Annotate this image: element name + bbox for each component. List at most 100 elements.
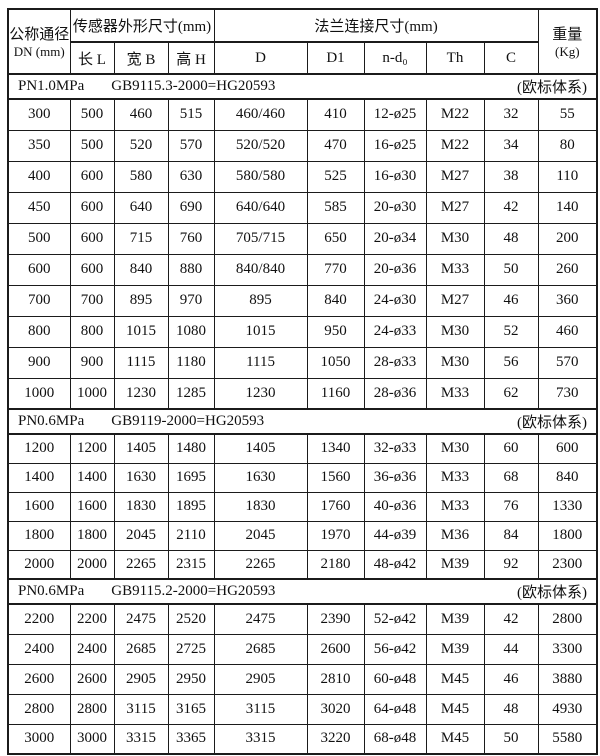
column-header-height: 高 H bbox=[167, 41, 215, 75]
table-cell: 1630 bbox=[213, 462, 308, 493]
table-cell: 1000 bbox=[7, 377, 71, 410]
table-cell: 580 bbox=[113, 160, 169, 193]
table-cell: 840 bbox=[537, 462, 598, 493]
column-header-c: C bbox=[483, 41, 539, 75]
table-cell: 600 bbox=[69, 222, 115, 255]
table-cell: 2600 bbox=[7, 663, 71, 695]
table-cell: 1630 bbox=[113, 462, 169, 493]
table-cell: 1560 bbox=[306, 462, 365, 493]
table-cell: 2800 bbox=[7, 693, 71, 725]
table-cell: 2200 bbox=[69, 603, 115, 635]
table-cell: 36-ø36 bbox=[363, 462, 427, 493]
column-header-th: Th bbox=[425, 41, 485, 75]
table-cell: 600 bbox=[69, 253, 115, 286]
table-cell: 1400 bbox=[7, 462, 71, 493]
table-cell: 525 bbox=[306, 160, 365, 193]
table-cell: 1830 bbox=[113, 491, 169, 522]
table-cell: 640 bbox=[113, 191, 169, 224]
table-cell: 450 bbox=[7, 191, 71, 224]
table-cell: 600 bbox=[69, 160, 115, 193]
table-cell: M30 bbox=[425, 222, 485, 255]
table-cell: 1760 bbox=[306, 491, 365, 522]
table-cell: 1115 bbox=[213, 346, 308, 379]
table-cell: 3020 bbox=[306, 693, 365, 725]
table-cell: 630 bbox=[167, 160, 215, 193]
table-cell: 2400 bbox=[7, 633, 71, 665]
pressure-rating-label: PN0.6MPa bbox=[18, 583, 85, 599]
table-cell: 1800 bbox=[7, 520, 71, 551]
table-cell: 2950 bbox=[167, 663, 215, 695]
standard-code-label: GB9115.3-2000=HG20593 bbox=[111, 78, 276, 94]
dn-label-cn: 公称通径 bbox=[9, 27, 70, 43]
table-cell: 80 bbox=[537, 129, 598, 162]
table-cell: 360 bbox=[537, 284, 598, 317]
table-cell: 2000 bbox=[7, 549, 71, 580]
table-cell: 1800 bbox=[69, 520, 115, 551]
table-cell: M45 bbox=[425, 693, 485, 725]
table-cell: 64-ø48 bbox=[363, 693, 427, 725]
table-row: 2600 2600 2905 2950 2905 2810 60-ø48 M45 46 3880 bbox=[7, 663, 598, 695]
table-cell: 895 bbox=[213, 284, 308, 317]
table-cell: 1695 bbox=[167, 462, 215, 493]
table-cell: 1015 bbox=[213, 315, 308, 348]
table-cell: 1340 bbox=[306, 433, 365, 464]
table-cell: 410 bbox=[306, 98, 365, 131]
table-cell: 68 bbox=[483, 462, 539, 493]
table-cell: 770 bbox=[306, 253, 365, 286]
table-cell: 3165 bbox=[167, 693, 215, 725]
table-cell: 1970 bbox=[306, 520, 365, 551]
table-cell: 1230 bbox=[113, 377, 169, 410]
table-cell: 3315 bbox=[113, 723, 169, 755]
table-cell: 28-ø33 bbox=[363, 346, 427, 379]
table-cell: 500 bbox=[7, 222, 71, 255]
table-cell: 46 bbox=[483, 284, 539, 317]
table-cell: 500 bbox=[69, 98, 115, 131]
table-cell: 40-ø36 bbox=[363, 491, 427, 522]
table-cell: 2810 bbox=[306, 663, 365, 695]
table-cell: 2400 bbox=[69, 633, 115, 665]
table-cell: 1800 bbox=[537, 520, 598, 551]
table-cell: 2200 bbox=[7, 603, 71, 635]
table-cell: 1200 bbox=[69, 433, 115, 464]
table-cell: 515 bbox=[167, 98, 215, 131]
table-cell: 1480 bbox=[167, 433, 215, 464]
table-cell: 400 bbox=[7, 160, 71, 193]
table-cell: 2265 bbox=[213, 549, 308, 580]
table-cell: 3000 bbox=[69, 723, 115, 755]
table-cell: 520 bbox=[113, 129, 169, 162]
table-cell: 600 bbox=[7, 253, 71, 286]
table-cell: 2905 bbox=[213, 663, 308, 695]
table-cell: 56 bbox=[483, 346, 539, 379]
table-cell: 715 bbox=[113, 222, 169, 255]
table-row: 2800 2800 3115 3165 3115 3020 64-ø48 M45 48 4930 bbox=[7, 693, 598, 725]
section-header-row: PN0.6MPa GB9119-2000=HG20593 (欧标体系) bbox=[7, 408, 598, 435]
column-header-length: 长 L bbox=[69, 41, 115, 75]
group-header-sensor-dimensions: 传感器外形尺寸(mm) bbox=[69, 8, 215, 43]
table-row: 300 500 460 515 460/460 410 12-ø25 M22 32 55 bbox=[7, 98, 598, 131]
table-cell: 700 bbox=[7, 284, 71, 317]
table-cell: M45 bbox=[425, 663, 485, 695]
table-row: 700 700 895 970 895 840 24-ø30 M27 46 360 bbox=[7, 284, 598, 317]
table-cell: 92 bbox=[483, 549, 539, 580]
table-cell: 895 bbox=[113, 284, 169, 317]
table-cell: 3365 bbox=[167, 723, 215, 755]
table-cell: M30 bbox=[425, 433, 485, 464]
table-cell: 350 bbox=[7, 129, 71, 162]
table-cell: M39 bbox=[425, 549, 485, 580]
table-row: 350 500 520 570 520/520 470 16-ø25 M22 34 80 bbox=[7, 129, 598, 162]
table-cell: 110 bbox=[537, 160, 598, 193]
table-cell: 300 bbox=[7, 98, 71, 131]
pressure-rating-label: PN1.0MPa bbox=[18, 78, 85, 94]
table-cell: 970 bbox=[167, 284, 215, 317]
table-cell: 60 bbox=[483, 433, 539, 464]
table-cell: 2600 bbox=[306, 633, 365, 665]
table-cell: 16-ø30 bbox=[363, 160, 427, 193]
table-cell: 16-ø25 bbox=[363, 129, 427, 162]
table-cell: 880 bbox=[167, 253, 215, 286]
table-cell: 2180 bbox=[306, 549, 365, 580]
table-cell: 580/580 bbox=[213, 160, 308, 193]
table-cell: M33 bbox=[425, 253, 485, 286]
table-cell: 2045 bbox=[113, 520, 169, 551]
table-cell: 140 bbox=[537, 191, 598, 224]
